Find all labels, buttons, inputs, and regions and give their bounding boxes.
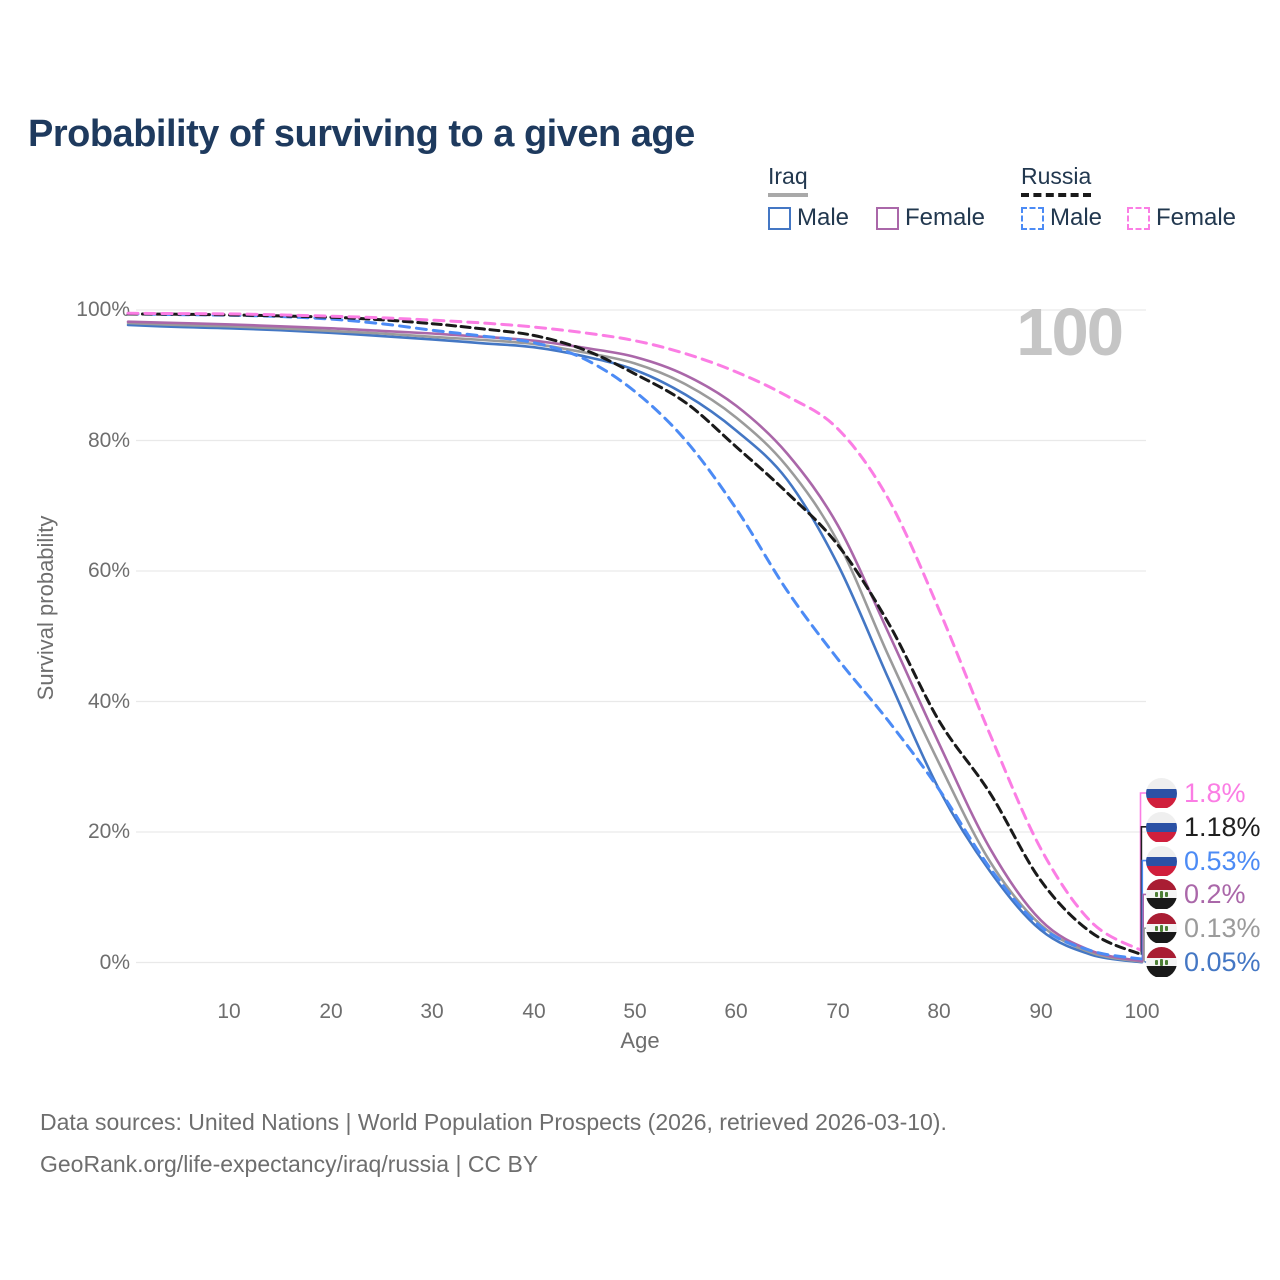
x-tick-100: 100 — [1124, 1000, 1160, 1023]
end-label-russia-female[interactable]: 1.8% — [1146, 777, 1246, 809]
series-line-iraq-female[interactable] — [126, 320, 1144, 963]
y-tick-0: 0% — [99, 951, 130, 974]
end-label-russia-male[interactable]: 0.53% — [1146, 845, 1261, 877]
legend-swatch-iraq-male-icon — [768, 206, 791, 230]
footer-sources: Data sources: United Nations | World Pop… — [40, 1109, 947, 1135]
russia-flag-icon — [1146, 777, 1177, 809]
y-tick-40: 40% — [87, 690, 130, 713]
series-line-iraq-total[interactable] — [126, 321, 1144, 963]
end-label-iraq-female[interactable]: 0.2% — [1146, 878, 1246, 910]
x-tick-40: 40 — [522, 1000, 546, 1023]
legend-group-iraq: Iraq Male Female — [768, 163, 985, 231]
x-tick-20: 20 — [319, 1000, 343, 1023]
russia-flag-icon — [1146, 845, 1177, 877]
legend-item-iraq-male[interactable]: Male — [768, 204, 849, 232]
legend-item-label: Female — [905, 204, 986, 231]
legend-item-label: Female — [1156, 204, 1237, 231]
iraq-flag-icon — [1146, 912, 1177, 944]
series-line-iraq-male[interactable] — [126, 323, 1144, 964]
x-tick-70: 70 — [826, 1000, 850, 1023]
y-tick-100: 100% — [76, 298, 130, 321]
end-label-russia-total[interactable]: 1.18% — [1146, 811, 1261, 843]
x-tick-50: 50 — [623, 1000, 647, 1023]
legend-swatch-iraq-female-icon — [876, 206, 899, 230]
x-tick-90: 90 — [1029, 1000, 1053, 1023]
x-tick-60: 60 — [724, 1000, 748, 1023]
legend-item-label: Male — [797, 204, 850, 231]
legend-item-iraq-female[interactable]: Female — [876, 204, 985, 232]
x-tick-10: 10 — [217, 1000, 241, 1023]
y-tick-80: 80% — [87, 429, 130, 452]
y-axis-title: Survival probability — [33, 515, 58, 701]
hovered-age-watermark: 100 — [1016, 295, 1124, 370]
end-label-value: 1.18% — [1184, 811, 1261, 842]
y-tick-20: 20% — [87, 820, 130, 843]
legend-swatch-russia-male-icon — [1021, 206, 1044, 230]
iraq-flag-icon — [1146, 878, 1177, 910]
footer-attribution: GeoRank.org/life-expectancy/iraq/russia … — [40, 1151, 539, 1177]
legend-item-label: Male — [1050, 204, 1103, 231]
x-tick-80: 80 — [927, 1000, 951, 1023]
series-line-russia-total[interactable] — [126, 312, 1144, 957]
end-label-value: 0.2% — [1184, 878, 1246, 909]
legend-group-title-russia[interactable]: Russia — [1021, 163, 1092, 197]
page-title: Probability of surviving to a given age — [28, 113, 695, 156]
end-label-value: 0.13% — [1184, 912, 1261, 943]
russia-flag-icon — [1146, 811, 1177, 843]
end-label-value: 0.05% — [1184, 946, 1261, 977]
end-label-iraq-total[interactable]: 0.13% — [1146, 912, 1261, 944]
x-tick-30: 30 — [420, 1000, 444, 1023]
end-label-value: 1.8% — [1184, 777, 1246, 808]
legend-swatch-russia-female-icon — [1127, 206, 1150, 230]
series-line-russia-female[interactable] — [126, 311, 1144, 953]
end-label-iraq-male[interactable]: 0.05% — [1146, 946, 1261, 978]
y-tick-60: 60% — [87, 559, 130, 582]
end-label-value: 0.53% — [1184, 845, 1261, 876]
iraq-flag-icon — [1146, 946, 1177, 978]
legend-item-russia-male[interactable]: Male — [1021, 204, 1102, 232]
legend-item-russia-female[interactable]: Female — [1127, 204, 1236, 232]
legend-group-title-iraq[interactable]: Iraq — [768, 163, 808, 197]
x-axis-title: Age — [620, 1028, 660, 1053]
legend-group-russia: Russia Male Female — [1021, 163, 1236, 231]
